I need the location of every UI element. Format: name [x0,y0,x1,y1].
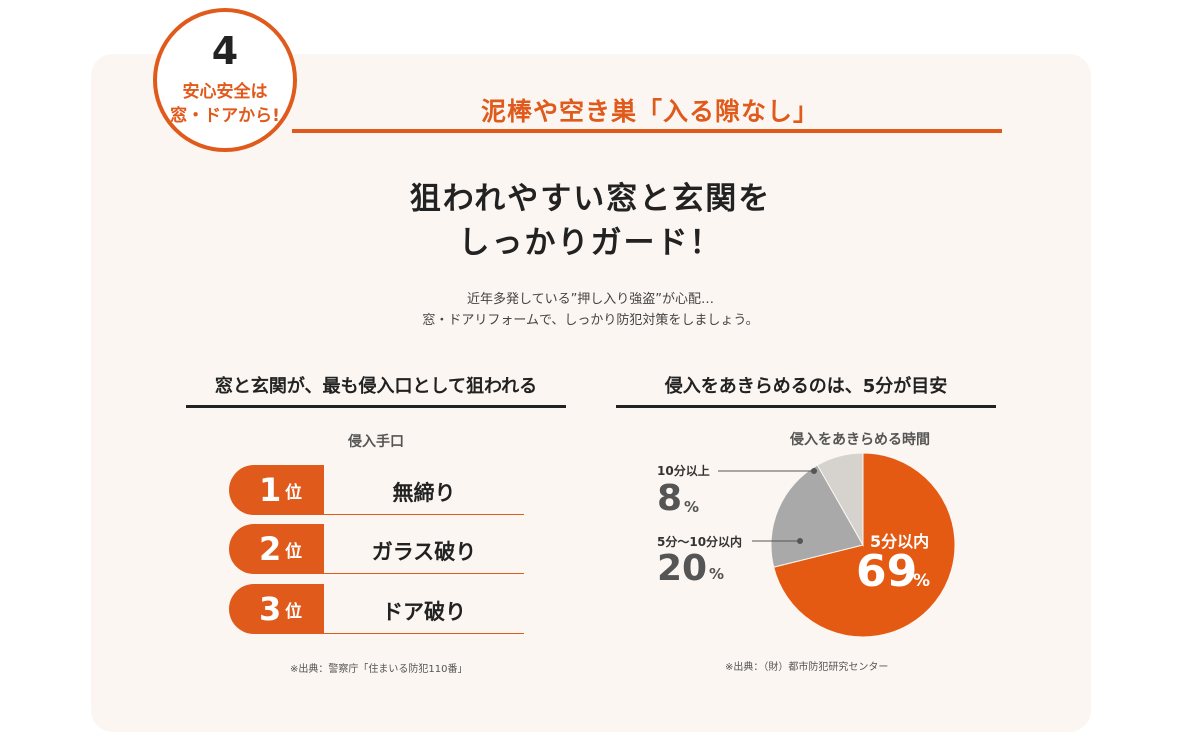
rank-label: ドア破り [382,600,466,624]
left-source-note: ※出典：警察庁「住まいる防犯110番」 [290,664,468,675]
main-title-line2: しっかりガード！ [458,225,723,261]
lead-text-line2: 窓・ドアリフォームで、しっかり防犯対策をしましょう。 [422,313,759,328]
rank-suffix: 位 [285,542,302,562]
section-heading: 泥棒や空き巣「入る隙なし」 [480,97,819,126]
rank-pill [229,524,324,574]
ranking-subtitle: 侵入手口 [348,434,404,450]
right-section-rule [616,405,996,408]
rank-underline [324,633,524,634]
badge-caption-line2: 窓・ドアから! [170,106,280,126]
rank-pill [229,584,324,634]
slice-value-5min: 69 [856,546,918,597]
pie-chart [770,452,956,638]
slice-value-10min: 8 [657,478,683,519]
rank-label: ガラス破り [371,540,477,564]
rank-item-2: 2 位 ガラス破り [229,524,524,574]
slice-value-5-10min: 20 [657,548,708,589]
pie-slice-10min [816,452,864,547]
main-title-line1: 狙われやすい窓と玄関を [409,181,772,217]
pie-slice-5min [773,452,956,638]
leader-dot-5-10min [797,538,803,544]
rank-label: 無締り [392,481,456,505]
section-number-badge: 4 安心安全は 窓・ドアから! [153,8,297,152]
rank-number: 2 [259,530,282,568]
badge-caption-line1: 安心安全は [182,82,268,102]
rank-number: 1 [259,471,282,509]
rank-pill [229,465,324,515]
slice-label-5min: 5分以内 [870,532,930,551]
rank-underline [324,514,524,515]
slice-unit-5-10min: % [709,565,725,583]
left-section-title: 窓と玄関が、最も侵入口として狙われる [214,376,538,397]
badge-number: 4 [211,29,239,73]
rank-item-1: 1 位 無締り [229,465,524,515]
slice-unit-10min: % [684,498,700,516]
lead-text-line1: 近年多発している”押し入り強盗”が心配… [466,292,715,307]
right-source-note: ※出典：（財）都市防犯研究センター [725,662,889,673]
pie-slice-5-10min [770,464,864,568]
rank-item-3: 3 位 ドア破り [229,584,524,634]
heading-underline [292,129,1002,133]
leader-dot-10min [811,468,817,474]
rank-number: 3 [259,590,282,628]
rank-underline [324,573,524,574]
slice-label-5-10min: 5分〜10分以内 [657,535,743,549]
left-section-rule [186,405,566,408]
rank-suffix: 位 [285,483,302,503]
chart-title: 侵入をあきらめる時間 [790,432,930,448]
right-section-title: 侵入をあきらめるのは、5分が目安 [664,376,948,397]
slice-label-10min: 10分以上 [657,464,710,478]
rank-suffix: 位 [285,602,302,622]
slice-unit-5min: % [913,571,931,591]
